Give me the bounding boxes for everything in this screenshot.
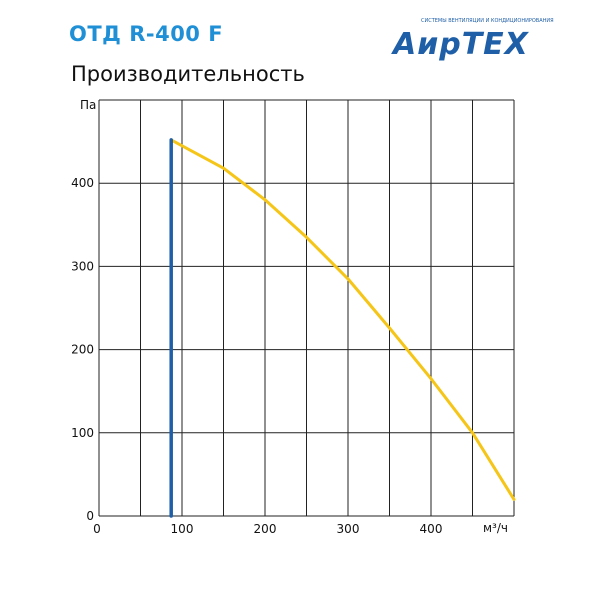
brand-wordmark: АирТЕХ [393, 27, 529, 62]
grid [98, 99, 515, 517]
tick-labels: 0 100 200 300 400 0 100 200 300 400 [71, 176, 442, 536]
brand-tagline: СИСТЕМЫ ВЕНТИЛЯЦИИ И КОНДИЦИОНИРОВАНИЯ [421, 18, 554, 24]
x-tick-label: 200 [254, 522, 277, 536]
chart-title: Производительность [71, 62, 305, 86]
pressure-curve [169, 138, 516, 501]
x-tick-label: 0 [93, 522, 101, 536]
y-tick-label: 400 [71, 176, 94, 190]
brand-logo: СИСТЕМЫ ВЕНТИЛЯЦИИ И КОНДИЦИОНИРОВАНИЯ А… [385, 18, 554, 66]
model-title: ОТД R-400 F [69, 22, 224, 46]
y-tick-label: 0 [86, 509, 94, 523]
y-tick-label: 200 [71, 343, 94, 357]
y-tick-label: 300 [71, 259, 94, 273]
x-axis-label: м³/ч [483, 521, 508, 535]
x-tick-label: 400 [420, 522, 443, 536]
x-tick-label: 300 [337, 522, 360, 536]
y-tick-label: 100 [71, 426, 94, 440]
x-tick-label: 100 [171, 522, 194, 536]
series-layer [169, 138, 516, 518]
y-axis-label: Па [80, 98, 96, 112]
